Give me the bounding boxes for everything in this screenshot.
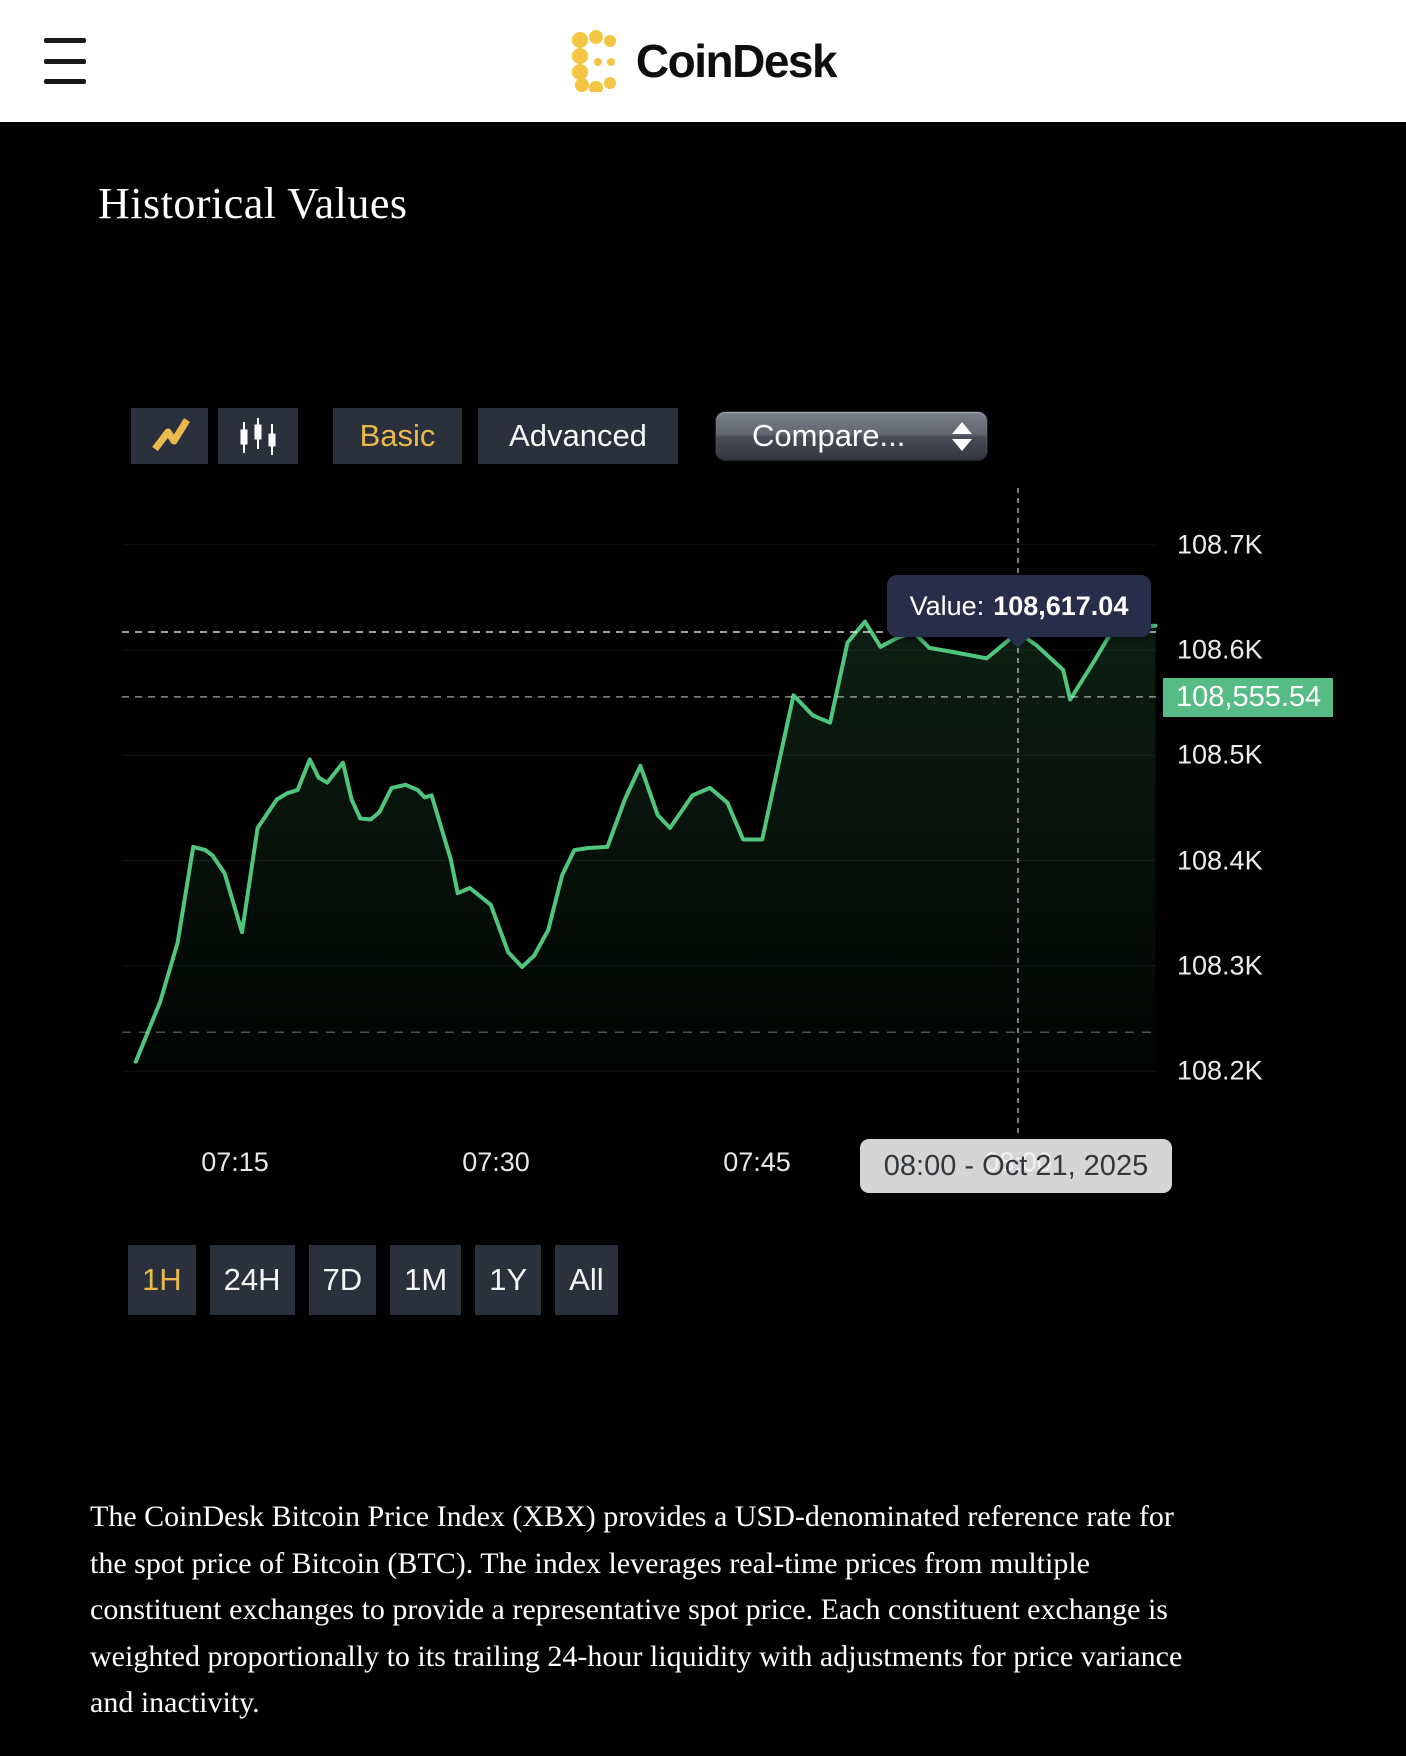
select-arrows-icon (952, 412, 972, 460)
candlestick-chart-type-button[interactable] (218, 408, 298, 464)
candlestick-icon (240, 418, 276, 455)
y-axis-label: 108.6K (1177, 634, 1263, 665)
date-tooltip: 08:00 - Oct 21, 2025 (860, 1139, 1172, 1193)
y-axis-label: 108.7K (1177, 529, 1263, 560)
coindesk-logo-text: CoinDesk (635, 35, 838, 87)
price-area (135, 616, 1156, 1071)
range-selector: 1H 24H 7D 1M 1Y All (128, 1245, 618, 1315)
range-button-all[interactable]: All (555, 1245, 618, 1315)
coindesk-logo[interactable]: CoinDesk (570, 30, 838, 92)
description: The CoinDesk Bitcoin Price Index (XBX) p… (90, 1500, 1183, 1719)
header: CoinDesk (0, 0, 1406, 122)
x-axis-label: 07:45 (723, 1147, 791, 1177)
date-tooltip-text: 08:00 - Oct 21, 2025 (883, 1149, 1149, 1182)
price-line (133, 614, 1158, 1064)
y-axis-label: 108.3K (1177, 950, 1263, 981)
value-tooltip-prefix: Value: (909, 590, 985, 621)
line-chart-type-button[interactable] (131, 408, 208, 464)
value-tooltip-number: 108,617.04 (993, 590, 1129, 621)
coindesk-logo-icon (571, 30, 616, 92)
value-tooltip: Value: 108,617.04 (887, 575, 1151, 648)
range-button-24h[interactable]: 24H (209, 1245, 295, 1315)
current-price-value: 108,555.54 (1176, 680, 1322, 713)
price-chart[interactable]: 108.7K 108.6K 108.5K 108.4K 108.3K 108.2K 07:… (0, 0, 1406, 1300)
advanced-button[interactable]: Advanced (478, 408, 678, 464)
hamburger-icon (44, 38, 88, 84)
menu-button[interactable] (44, 38, 88, 84)
range-button-1m[interactable]: 1M (390, 1245, 462, 1315)
x-axis-label: 07:15 (201, 1147, 269, 1177)
range-button-1h[interactable]: 1H (128, 1245, 196, 1315)
current-price-badge: 108,555.54 (1163, 677, 1333, 717)
page-title: Historical Values (98, 179, 408, 228)
y-axis-label: 108.4K (1177, 845, 1263, 876)
x-axis-label: 07:30 (462, 1147, 530, 1177)
basic-button[interactable]: Basic (333, 408, 462, 464)
y-axis-label: 108.5K (1177, 739, 1263, 770)
line-chart-icon (151, 418, 190, 452)
compare-select[interactable]: Compare... (715, 411, 988, 461)
range-button-1y[interactable]: 1Y (475, 1245, 542, 1315)
y-axis-label: 108.2K (1177, 1055, 1263, 1086)
range-button-7d[interactable]: 7D (308, 1245, 377, 1315)
compare-label: Compare... (752, 418, 906, 453)
